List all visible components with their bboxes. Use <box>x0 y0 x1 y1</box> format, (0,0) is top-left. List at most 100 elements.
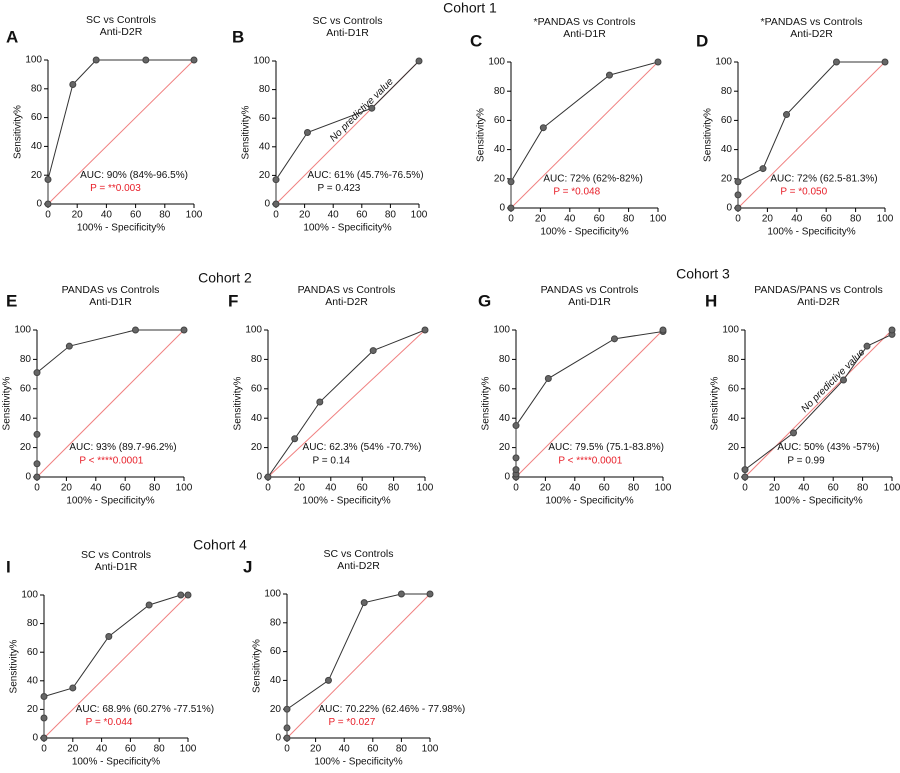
x-axis-label: 100% - Specificity% <box>302 496 390 507</box>
auc-text: AUC: 72% (62.5-81.3%) <box>770 173 877 184</box>
roc-point <box>360 599 368 607</box>
annotation: No predictive value <box>328 76 396 144</box>
x-tick-label: 40 <box>328 210 340 221</box>
y-tick-label: 100 <box>264 589 281 600</box>
roc-point <box>145 601 153 609</box>
x-tick-label: 0 <box>513 483 519 494</box>
roc-point <box>283 734 291 742</box>
x-tick-label: 40 <box>791 214 803 225</box>
chart-title: SC vs Controls <box>81 549 151 561</box>
diagonal <box>36 329 185 478</box>
panel-letter: C <box>470 31 482 50</box>
chart-subtitle: Anti-D1R <box>326 27 369 39</box>
y-tick-label: 40 <box>728 413 740 424</box>
y-tick-label: 40 <box>251 413 263 424</box>
y-tick-label: 60 <box>728 383 740 394</box>
x-tick-label: 80 <box>850 214 862 225</box>
roc-point <box>654 58 662 66</box>
x-tick-label: 0 <box>41 744 47 755</box>
roc-point <box>512 454 520 462</box>
roc-point <box>131 326 139 334</box>
x-tick-label: 20 <box>61 483 73 494</box>
y-axis-label: Sensitivity% <box>710 376 721 430</box>
x-tick-label: 80 <box>385 210 397 221</box>
x-tick-label: 80 <box>623 214 635 225</box>
roc-point <box>783 111 791 119</box>
roc-point <box>44 176 52 184</box>
p-value: P = *0.027 <box>328 717 375 728</box>
roc-point <box>734 204 742 212</box>
panel-letter: I <box>6 557 11 576</box>
y-tick-label: 40 <box>721 144 733 155</box>
chart-subtitle: Anti-D1R <box>89 296 132 308</box>
roc-point <box>539 124 547 132</box>
x-axis-label: 100% - Specificity% <box>540 227 628 238</box>
chart-subtitle: Anti-D1R <box>568 296 611 308</box>
x-tick-label: 20 <box>299 210 311 221</box>
roc-point <box>368 104 376 112</box>
x-tick-label: 40 <box>569 483 581 494</box>
x-tick-label: 100 <box>650 214 667 225</box>
roc-point <box>184 591 192 599</box>
x-tick-label: 20 <box>67 744 79 755</box>
x-tick-label: 20 <box>769 483 781 494</box>
roc-point <box>33 473 41 481</box>
roc-point <box>44 200 52 208</box>
x-tick-label: 20 <box>72 210 84 221</box>
roc-point <box>839 376 847 384</box>
p-value: P = *0.050 <box>780 187 827 198</box>
y-tick-label: 20 <box>251 442 263 453</box>
chart-title: PANDAS/PANS vs Controls <box>754 284 883 296</box>
cohort-label: Cohort 3 <box>676 266 730 282</box>
roc-point <box>415 57 423 65</box>
diagonal <box>744 329 893 478</box>
x-axis-label: 100% - Specificity% <box>77 223 165 234</box>
y-tick-label: 40 <box>499 413 511 424</box>
x-tick-label: 60 <box>357 483 369 494</box>
y-tick-label: 80 <box>270 617 282 628</box>
y-tick-label: 0 <box>264 199 270 210</box>
x-tick-label: 60 <box>594 214 606 225</box>
auc-text: AUC: 50% (43% -57%) <box>777 442 879 453</box>
diagonal <box>737 61 886 209</box>
roc-point <box>316 398 324 406</box>
y-tick-label: 0 <box>36 199 42 210</box>
x-tick-label: 40 <box>325 483 337 494</box>
chart-subtitle: Anti-D1R <box>95 561 138 573</box>
chart-title: *PANDAS vs Controls <box>761 16 863 28</box>
auc-text: AUC: 68.9% (60.27% -77.51%) <box>76 704 214 715</box>
roc-point <box>610 335 618 343</box>
x-tick-label: 100 <box>884 483 900 494</box>
roc-point <box>888 326 896 334</box>
roc-point <box>105 632 113 640</box>
y-tick-label: 0 <box>733 472 739 483</box>
y-tick-label: 60 <box>494 115 506 126</box>
diagonal <box>510 61 659 209</box>
panel-letter: E <box>6 291 17 310</box>
y-tick-label: 100 <box>493 325 510 336</box>
x-tick-label: 80 <box>154 744 166 755</box>
y-axis-label: Sensitivity% <box>241 105 252 159</box>
y-axis-label: Sensitivity% <box>476 108 487 162</box>
y-tick-label: 60 <box>259 113 271 124</box>
auc-text: AUC: 61% (45.7%-76.5%) <box>307 170 423 181</box>
x-tick-label: 60 <box>130 210 142 221</box>
roc-point <box>92 56 100 64</box>
x-axis-label: 100% - Specificity% <box>303 223 391 234</box>
y-tick-label: 80 <box>27 618 39 629</box>
y-tick-label: 100 <box>25 55 42 66</box>
y-tick-label: 80 <box>31 83 43 94</box>
roc-point <box>69 684 77 692</box>
x-tick-label: 20 <box>535 214 547 225</box>
roc-point <box>863 342 871 350</box>
chart-title: *PANDAS vs Controls <box>534 16 636 28</box>
p-value: P = **0.003 <box>90 183 141 194</box>
x-tick-label: 100 <box>180 744 197 755</box>
p-value: P = *0.048 <box>553 187 600 198</box>
y-tick-label: 80 <box>728 354 740 365</box>
x-tick-label: 20 <box>310 744 322 755</box>
roc-point <box>759 165 767 173</box>
x-tick-label: 80 <box>159 210 171 221</box>
x-tick-label: 40 <box>798 483 810 494</box>
p-value: P < ****0.0001 <box>558 455 622 466</box>
